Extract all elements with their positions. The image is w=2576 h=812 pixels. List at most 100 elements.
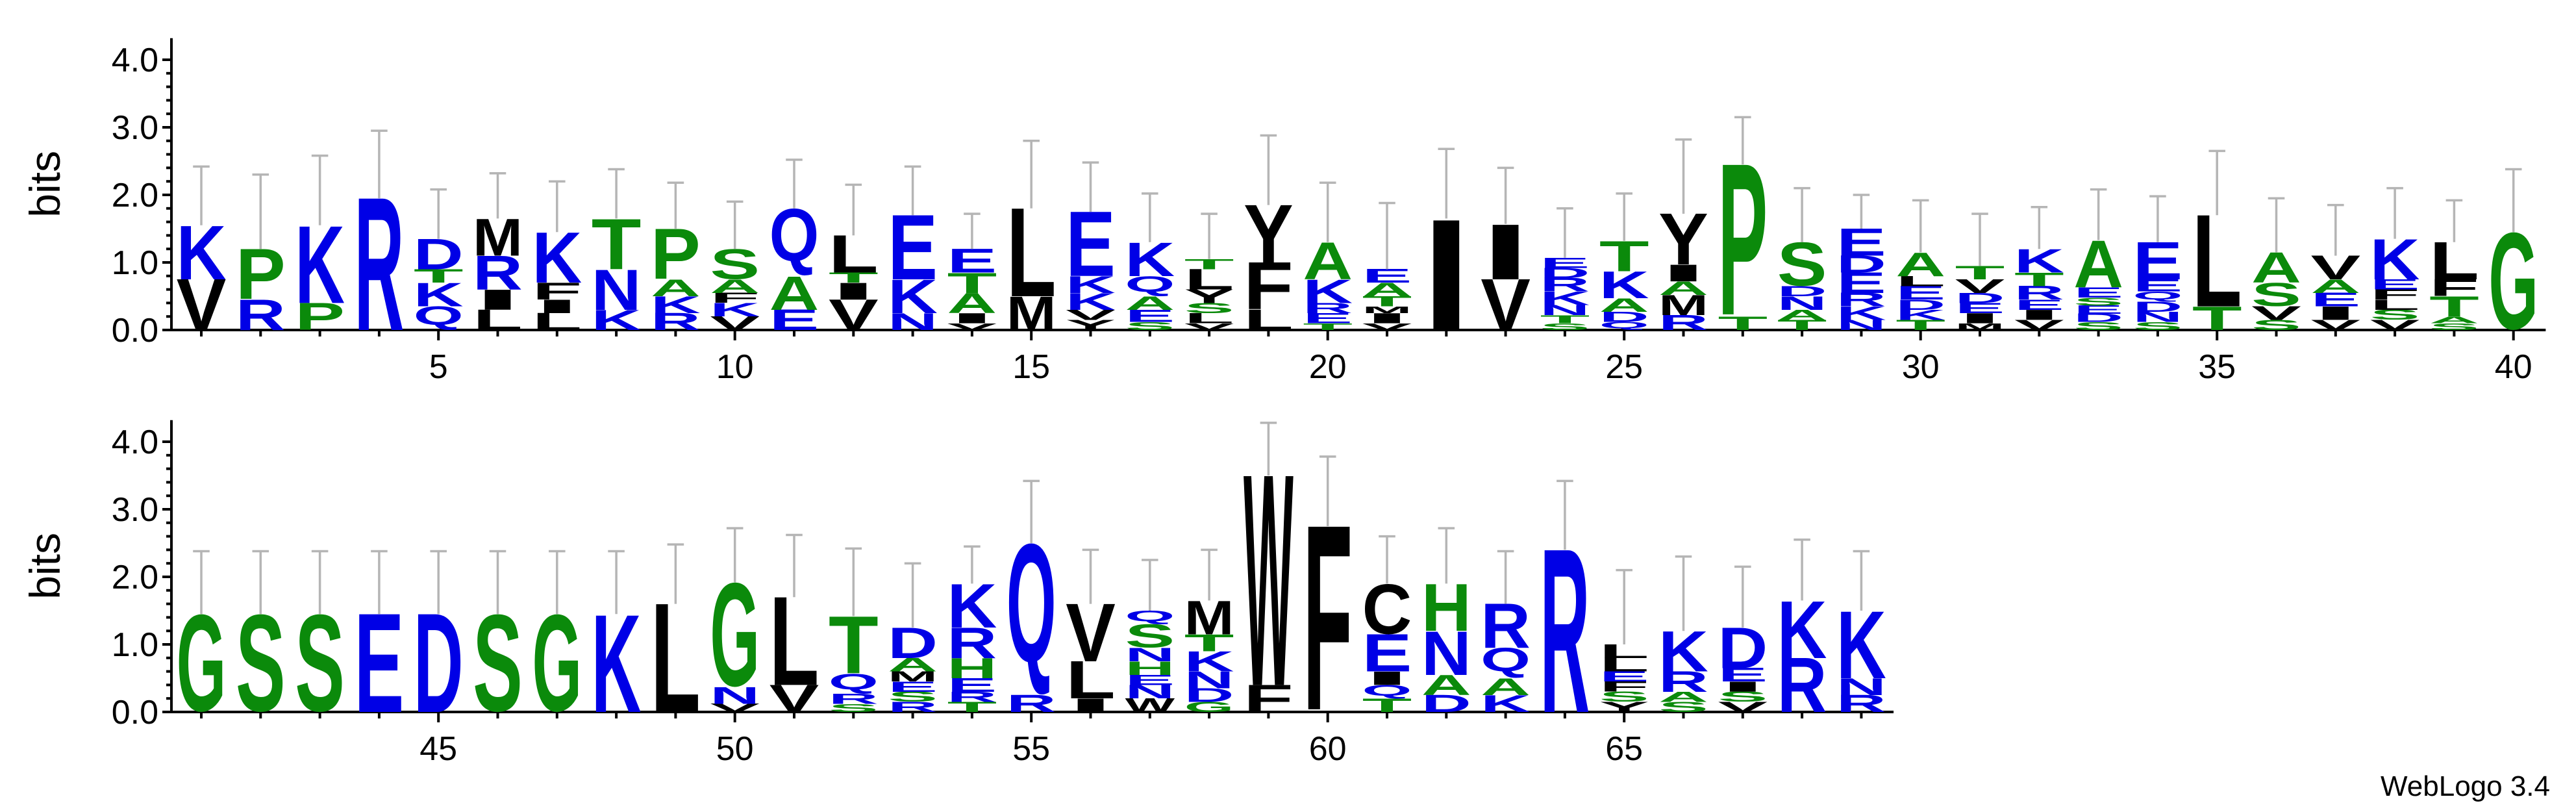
residue-E: E xyxy=(947,674,997,696)
residue-S: S xyxy=(2370,307,2420,323)
x-tick-label: 15 xyxy=(1012,348,1050,386)
y-tick-label: 2.0 xyxy=(112,177,158,214)
logo-column-51: VL xyxy=(769,533,819,720)
residue-I: I xyxy=(1362,311,1412,327)
residue-E: E xyxy=(1718,664,1768,686)
residue-E: E xyxy=(769,303,819,336)
residue-T: T xyxy=(1718,312,1768,334)
logo-column-4: R xyxy=(355,129,404,371)
residue-E: E xyxy=(1955,300,2005,316)
residue-E: E xyxy=(1895,282,1945,304)
residue-T: T xyxy=(1184,629,1234,657)
residue-Q: Q xyxy=(2133,289,2183,301)
residue-T: T xyxy=(1303,322,1353,333)
logo-column-22: I xyxy=(1421,147,1471,364)
residue-I: I xyxy=(2014,307,2064,323)
logo-column-8: KNT xyxy=(592,168,642,336)
logo-column-43: S xyxy=(295,550,345,741)
logo-column-45: D xyxy=(414,550,464,742)
residue-D: D xyxy=(2133,299,2183,315)
residue-T: T xyxy=(829,270,879,286)
residue-A: A xyxy=(1658,689,1708,705)
residue-A: A xyxy=(1421,669,1471,702)
residue-F: F xyxy=(2429,274,2479,301)
residue-S: S xyxy=(1125,617,1175,655)
residue-R: R xyxy=(1836,690,1886,717)
residue-L: L xyxy=(2370,296,2420,312)
residue-K: K xyxy=(592,304,642,336)
residue-N: N xyxy=(1184,666,1234,694)
residue-K: K xyxy=(1066,288,1116,315)
residue-L: L xyxy=(1599,654,1649,676)
residue-N: N xyxy=(888,308,938,335)
residue-V: V xyxy=(2251,302,2301,324)
residue-K: K xyxy=(888,270,938,324)
residue-V: V xyxy=(1481,264,1531,346)
residue-A: A xyxy=(769,266,819,320)
logo-column-44: E xyxy=(355,550,404,743)
residue-D: D xyxy=(1836,251,1886,278)
x-tick-label: 10 xyxy=(716,348,754,386)
residue-A: A xyxy=(888,654,938,676)
residue-L: L xyxy=(473,303,523,336)
residue-G: G xyxy=(1184,699,1234,715)
residue-I: I xyxy=(1718,679,1768,695)
residue-L: L xyxy=(1184,310,1234,326)
residue-V: V xyxy=(2310,317,2360,333)
residue-K: K xyxy=(1303,272,1353,310)
residue-I: I xyxy=(1362,667,1412,689)
residue-T: T xyxy=(2014,269,2064,290)
residue-M: M xyxy=(1007,286,1057,340)
residue-S: S xyxy=(888,689,938,705)
logo-column-48: K xyxy=(592,550,641,742)
x-tick-label: 5 xyxy=(429,348,448,386)
residue-Q: Q xyxy=(414,301,464,330)
residue-S: S xyxy=(1125,320,1175,332)
residue-Q: Q xyxy=(1481,641,1531,679)
residue-E: E xyxy=(1836,266,1886,299)
residue-N: N xyxy=(1836,317,1886,333)
logo-column-56: ILV xyxy=(1066,548,1116,716)
residue-F: F xyxy=(1244,677,1294,720)
residue-S: S xyxy=(2429,322,2479,332)
logo-column-2: RP xyxy=(236,173,286,339)
logo-column-50: VNG xyxy=(710,527,760,718)
residue-V: V xyxy=(769,677,819,720)
residue-D: D xyxy=(1184,684,1234,706)
residue-I: I xyxy=(2310,302,2360,324)
residue-E: E xyxy=(2073,285,2123,301)
residue-K: K xyxy=(1836,302,1886,324)
residue-M: M xyxy=(1658,290,1708,322)
x-tick-label: 35 xyxy=(2198,348,2236,386)
residue-K: K xyxy=(651,291,701,318)
residue-A: A xyxy=(2429,314,2479,325)
residue-A: A xyxy=(651,274,701,301)
x-tick-label: 30 xyxy=(1902,348,1940,386)
residue-R: R xyxy=(1540,273,1590,296)
residue-R: R xyxy=(1007,690,1057,717)
logo-column-68: RK xyxy=(1777,539,1827,730)
residue-W: W xyxy=(1125,694,1175,716)
residue-H: H xyxy=(947,652,997,685)
residue-D: D xyxy=(1777,283,1827,299)
